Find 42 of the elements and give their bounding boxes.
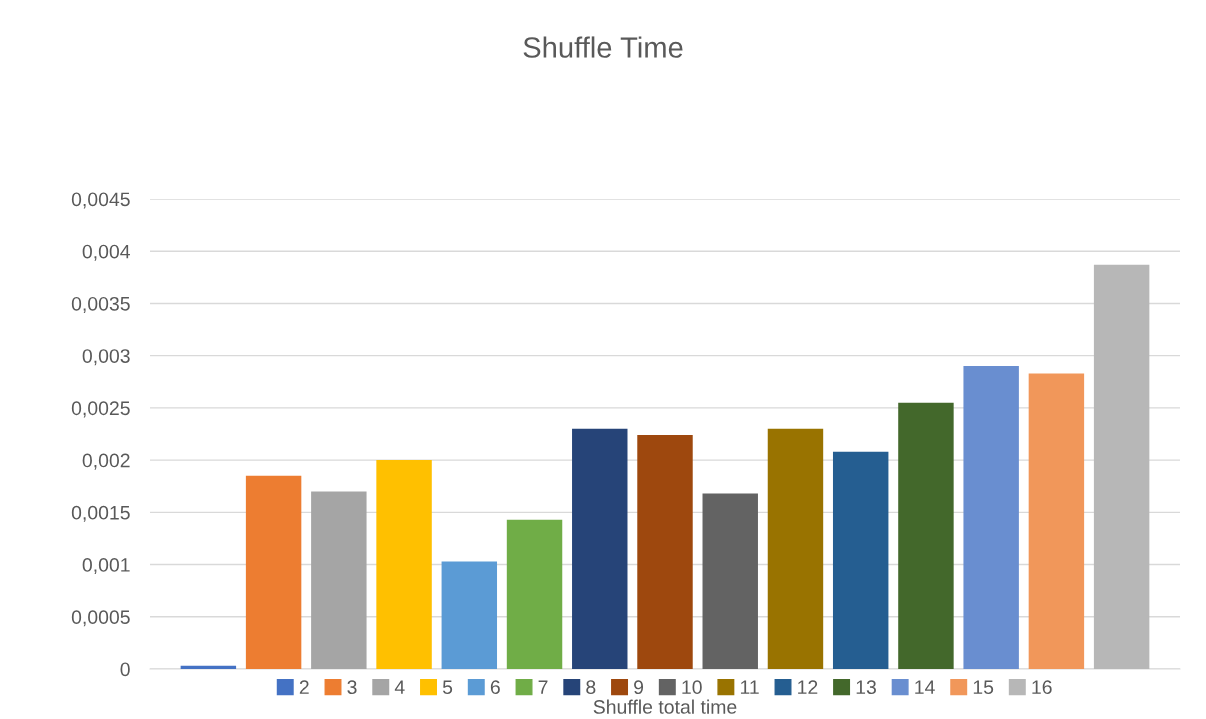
bar: [963, 366, 1019, 669]
legend-label: 4: [394, 680, 405, 694]
bar: [441, 561, 498, 669]
legend-label: 10: [682, 680, 702, 695]
x-tick-label: Shuffle total time: [593, 699, 737, 714]
y-tick-label: 0,004: [82, 244, 130, 261]
legend-label: 2: [299, 680, 309, 694]
y-tick-label: 0,001: [82, 558, 130, 575]
legend-label: 7: [538, 680, 548, 694]
legend-label: 13: [856, 680, 876, 695]
legend-label: 8: [586, 680, 596, 695]
legend-label: 3: [347, 680, 357, 695]
legend-label: 12: [798, 680, 818, 694]
y-tick-label: 0,0045: [71, 192, 130, 209]
chart-title: Shuffle Time: [523, 36, 683, 58]
bar: [702, 493, 758, 669]
bar: [1028, 373, 1085, 669]
y-tick-label: 0,0005: [71, 610, 130, 627]
bar: [898, 402, 954, 669]
legend-label: 6: [490, 680, 500, 695]
bar: [180, 665, 237, 669]
y-tick-label: 0,0035: [71, 296, 130, 313]
legend-label: 11: [740, 680, 759, 694]
bar: [1093, 264, 1150, 669]
bar: [506, 519, 563, 669]
y-tick-label: 0,0015: [71, 505, 130, 522]
y-tick-label: 0,002: [82, 453, 130, 470]
bar: [245, 475, 302, 669]
bar: [376, 460, 432, 669]
bar: [311, 491, 367, 669]
legend-label: 14: [915, 680, 935, 694]
y-tick-label: 0,003: [82, 349, 130, 366]
legend-label: 16: [1032, 680, 1052, 695]
bar: [767, 428, 824, 669]
bar: [637, 435, 693, 669]
bar: [832, 451, 889, 669]
bar: [572, 428, 628, 669]
legend-label: 5: [442, 680, 453, 695]
legend-label: 15: [973, 680, 994, 695]
y-tick-label: 0: [120, 662, 130, 677]
legend-label: 9: [634, 680, 644, 695]
y-tick-label: 0,0025: [71, 401, 130, 418]
